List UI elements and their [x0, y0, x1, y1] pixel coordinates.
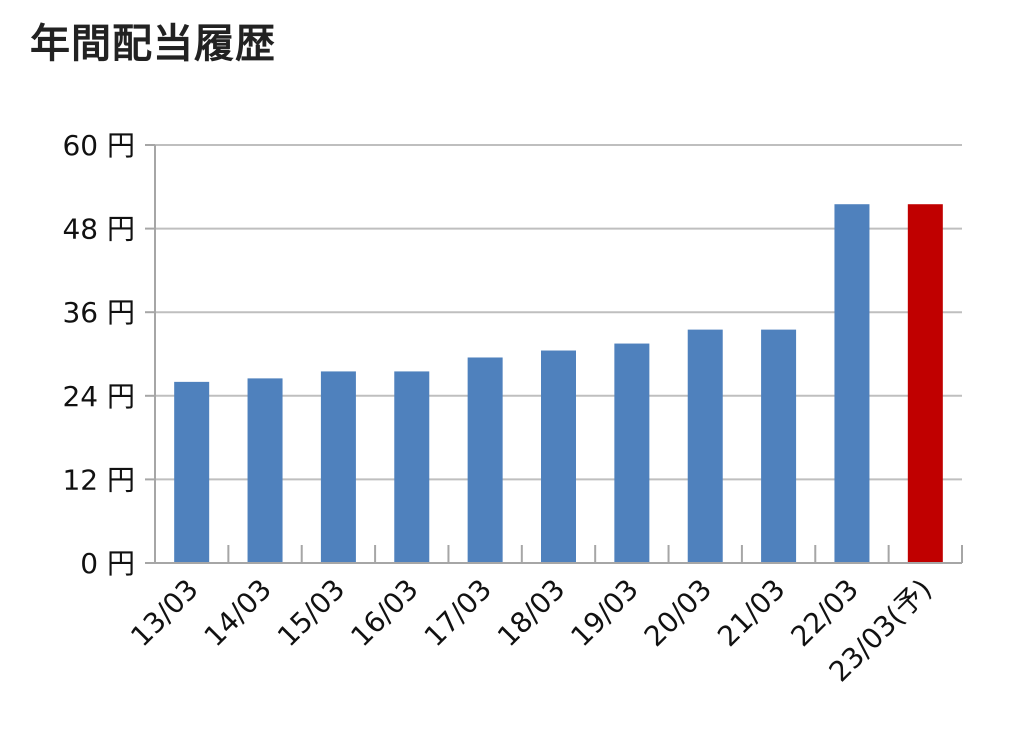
- x-tick-label: 19/03: [564, 573, 644, 653]
- y-tick-label: 48 円: [62, 213, 135, 246]
- y-tick-label: 36 円: [62, 296, 135, 329]
- x-tick-label: 14/03: [198, 573, 278, 653]
- bar: [761, 329, 797, 563]
- x-axis: [154, 145, 963, 564]
- bar: [687, 329, 723, 563]
- chart-title: 年間配当履歴: [30, 21, 276, 67]
- x-tick-label: 15/03: [271, 573, 351, 653]
- y-tick-label: 12 円: [62, 463, 135, 496]
- y-tick-label: 60 円: [62, 129, 135, 162]
- y-axis-ticks: 0 円 12 円 24 円 36 円 48 円 60 円: [62, 129, 155, 580]
- bar: [320, 371, 356, 563]
- bar: [467, 357, 503, 563]
- x-tick-label: 20/03: [638, 573, 718, 653]
- bar: [394, 371, 430, 563]
- x-axis-labels: 13/0314/0315/0316/0317/0318/0319/0320/03…: [124, 573, 938, 689]
- y-tick-label: 24 円: [62, 380, 135, 413]
- bar: [614, 343, 650, 563]
- x-tick-label: 13/03: [124, 573, 204, 653]
- bar-forecast: [907, 204, 943, 563]
- x-tick-label: 18/03: [491, 573, 571, 653]
- x-tick-label: 17/03: [418, 573, 498, 653]
- bar: [247, 378, 283, 563]
- y-tick-label: 0 円: [80, 547, 135, 580]
- x-tick-label: 16/03: [344, 573, 424, 653]
- x-tick-label: 21/03: [711, 573, 791, 653]
- bar: [174, 381, 210, 563]
- bar: [834, 204, 870, 563]
- bar: [541, 350, 576, 563]
- bars: [174, 204, 943, 563]
